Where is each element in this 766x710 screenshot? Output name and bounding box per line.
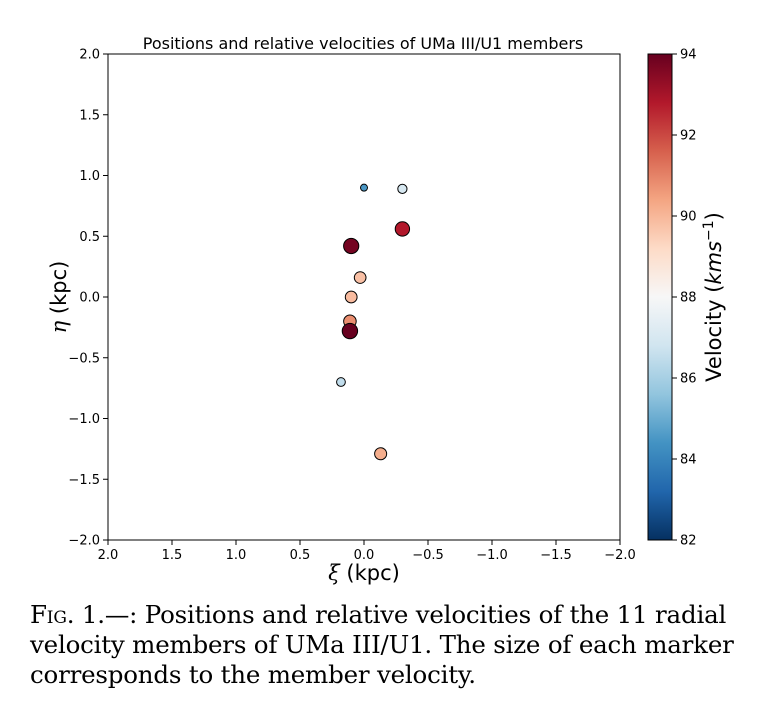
y-tick-label: −2.0 (68, 534, 100, 549)
y-tick-label: 1.0 (79, 169, 100, 184)
data-point (394, 221, 411, 237)
y-tick-label: 0.5 (79, 230, 100, 245)
x-tick-label: −2.0 (604, 548, 636, 563)
x-tick-label: −1.5 (540, 548, 572, 563)
x-tick-label: 0.0 (354, 548, 375, 563)
data-point (344, 290, 358, 304)
y-tick-label: −1.5 (68, 473, 100, 488)
caption-text: —: Positions and relative velocities of … (30, 600, 734, 689)
colorbar-tick-label: 94 (680, 48, 697, 63)
data-point (360, 183, 368, 192)
colorbar-tick-label: 92 (680, 129, 697, 144)
colorbar-ticks: 82 84 86 88 90 92 94 (672, 48, 697, 549)
y-tick-label: −1.0 (68, 412, 100, 427)
x-axis-title: ξ (kpc) (328, 561, 400, 585)
plot-area (107, 53, 621, 541)
colorbar-tick-label: 84 (680, 453, 697, 468)
data-point (397, 183, 408, 194)
x-axis-ticks: 2.0 1.5 1.0 0.5 0.0 −0.5 −1.0 −1.5 −2.0 (98, 540, 636, 563)
y-tick-label: −0.5 (68, 351, 100, 366)
x-tick-label: 2.0 (98, 548, 119, 563)
caption-figure-label: Fig. 1. (30, 600, 105, 629)
colorbar-title: Velocity (kms−1) (701, 212, 726, 382)
y-tick-label: 1.5 (79, 108, 100, 123)
x-tick-label: 1.0 (226, 548, 247, 563)
colorbar-tick-label: 82 (680, 534, 697, 549)
y-tick-label: 0.0 (79, 291, 100, 306)
data-point (336, 377, 346, 387)
data-point (374, 447, 388, 461)
y-tick-label: 2.0 (79, 48, 100, 63)
y-axis-title: η (kpc) (47, 261, 71, 334)
colorbar-tick-label: 90 (680, 210, 697, 225)
data-point (341, 322, 359, 340)
x-tick-label: −1.0 (476, 548, 508, 563)
scatter-figure: Positions and relative velocities of UMa… (47, 34, 726, 585)
data-point (343, 237, 360, 255)
x-tick-label: −0.5 (412, 548, 444, 563)
data-point (353, 271, 367, 284)
y-axis-ticks: 2.0 1.5 1.0 0.5 0.0 −0.5 −1.0 −1.5 −2.0 (68, 48, 108, 549)
colorbar (647, 53, 673, 541)
chart-title: Positions and relative velocities of UMa… (143, 34, 583, 53)
x-tick-label: 1.5 (162, 548, 183, 563)
figure-caption: Fig. 1.—: Positions and relative velocit… (30, 600, 750, 690)
x-tick-label: 0.5 (290, 548, 311, 563)
colorbar-tick-label: 88 (680, 291, 697, 306)
data-points (336, 183, 411, 461)
colorbar-tick-label: 86 (680, 372, 697, 387)
